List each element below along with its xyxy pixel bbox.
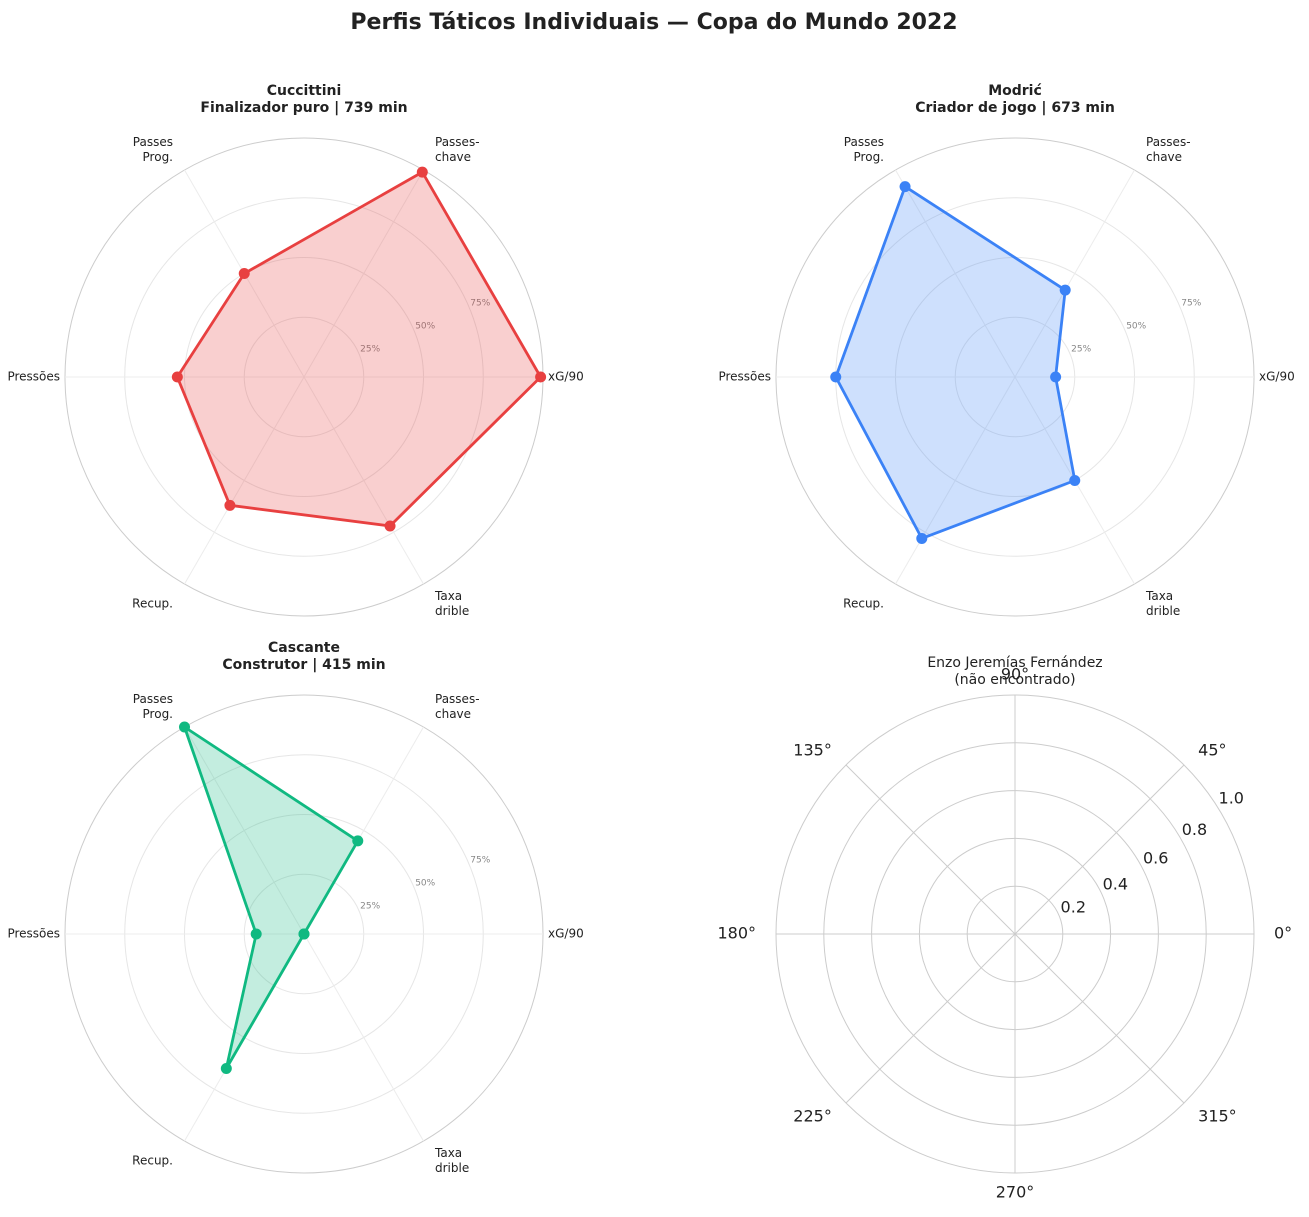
r-tick-label: 75% <box>470 298 490 308</box>
theta-tick-label: 180° <box>717 924 756 943</box>
axis-label: Passes <box>844 135 884 149</box>
radar-point <box>250 928 262 940</box>
axis-label: Recup. <box>132 596 173 610</box>
axis-label: Passes- <box>435 135 480 149</box>
radar-point <box>179 721 190 733</box>
axis-label: Taxa <box>434 1146 462 1160</box>
spoke <box>1014 169 1135 378</box>
radar-point <box>384 520 396 532</box>
radar-point <box>535 371 547 383</box>
r-tick-label: 25% <box>1071 345 1091 355</box>
axis-label: xG/90 <box>548 927 584 941</box>
theta-grid-line <box>1014 764 1185 935</box>
axis-label: Passes- <box>1146 135 1191 149</box>
axis-label: Recup. <box>132 1153 173 1167</box>
r-tick-label: 1.0 <box>1219 788 1244 807</box>
theta-tick-label: 45° <box>1198 740 1226 759</box>
r-grid-ring <box>918 837 1112 1031</box>
r-tick-label: 50% <box>1126 322 1146 332</box>
theta-grid-line <box>1014 933 1185 1104</box>
theta-grid-line <box>845 764 1016 935</box>
radar-point <box>220 1063 232 1075</box>
r-grid-ring <box>966 885 1064 983</box>
axis-label: Prog. <box>854 150 884 164</box>
r-tick-label: 75% <box>1181 298 1201 308</box>
theta-tick-label: 135° <box>793 740 832 759</box>
spoke <box>184 376 305 585</box>
spoke <box>303 933 424 1142</box>
radar-area <box>175 170 542 528</box>
spoke <box>303 169 424 378</box>
figure-title: Perfis Táticos Individuais — Copa do Mun… <box>350 10 957 35</box>
panel-subtitle: Criador de jogo | 673 min <box>915 100 1115 116</box>
axis-label: xG/90 <box>1259 370 1295 384</box>
axis-label: xG/90 <box>548 370 584 384</box>
axis-label: Passes- <box>435 692 480 706</box>
axis-label: Pressões <box>718 370 771 384</box>
r-tick-label: 0.8 <box>1182 820 1207 839</box>
radar-area <box>834 185 1077 540</box>
radar-area <box>183 725 360 1070</box>
r-grid-ring <box>823 742 1207 1126</box>
r-grid-ring <box>775 694 1255 1174</box>
panel-title: Modrić <box>988 83 1042 99</box>
theta-tick-label: 90° <box>1001 665 1029 684</box>
theta-tick-label: 225° <box>793 1107 832 1126</box>
axis-label: Pressões <box>7 927 60 941</box>
r-tick-label: 50% <box>415 879 435 889</box>
axis-label: Passes <box>133 692 173 706</box>
panel-title: Cuccittini <box>267 83 342 99</box>
axis-label: drible <box>435 1161 469 1175</box>
panel-subtitle: Finalizador puro | 739 min <box>200 100 407 116</box>
spoke <box>895 169 1016 378</box>
axis-label: Prog. <box>143 150 173 164</box>
axis-label: drible <box>435 604 469 618</box>
radar-point <box>1050 371 1062 383</box>
radar-point <box>1059 284 1071 296</box>
r-tick-label: 25% <box>360 345 380 355</box>
axis-label: Recup. <box>843 596 884 610</box>
axis-label: drible <box>1146 604 1180 618</box>
axis-label: Taxa <box>434 589 462 603</box>
axis-label: Prog. <box>143 707 173 721</box>
r-tick-label: 25% <box>360 902 380 912</box>
spoke <box>303 376 424 585</box>
theta-grid-line <box>845 933 1016 1104</box>
panel-subtitle: (não encontrado) <box>954 672 1075 688</box>
axis-label: Taxa <box>1145 589 1173 603</box>
radar-point <box>298 928 310 940</box>
radar-point <box>1069 474 1081 486</box>
theta-tick-label: 270° <box>996 1183 1035 1202</box>
r-tick-label: 0.2 <box>1061 898 1086 917</box>
axis-label: Pressões <box>7 370 60 384</box>
radar-point <box>171 371 183 383</box>
r-tick-label: 50% <box>415 322 435 332</box>
panel-title: Enzo Jeremías Fernández <box>927 655 1102 671</box>
r-tick-label: 75% <box>470 855 490 865</box>
radar-point <box>352 835 364 847</box>
axis-label: Passes <box>133 135 173 149</box>
r-tick-label: 0.4 <box>1103 875 1128 894</box>
axis-label: chave <box>435 150 471 164</box>
radar-point <box>224 499 236 511</box>
radar-point <box>916 532 928 544</box>
theta-tick-label: 315° <box>1198 1107 1237 1126</box>
theta-tick-label: 0° <box>1274 924 1292 943</box>
radar-point <box>238 268 250 280</box>
axis-label: chave <box>1146 150 1182 164</box>
axis-label: chave <box>435 707 471 721</box>
radar-point <box>830 371 842 383</box>
panel-title: Cascante <box>268 640 340 656</box>
radar-point <box>899 181 911 193</box>
spoke <box>895 376 1016 585</box>
radar-point <box>416 166 428 178</box>
spoke <box>184 726 305 935</box>
r-grid-ring <box>871 790 1159 1078</box>
r-tick-label: 0.6 <box>1143 849 1168 868</box>
panel-subtitle: Construtor | 415 min <box>222 657 385 673</box>
